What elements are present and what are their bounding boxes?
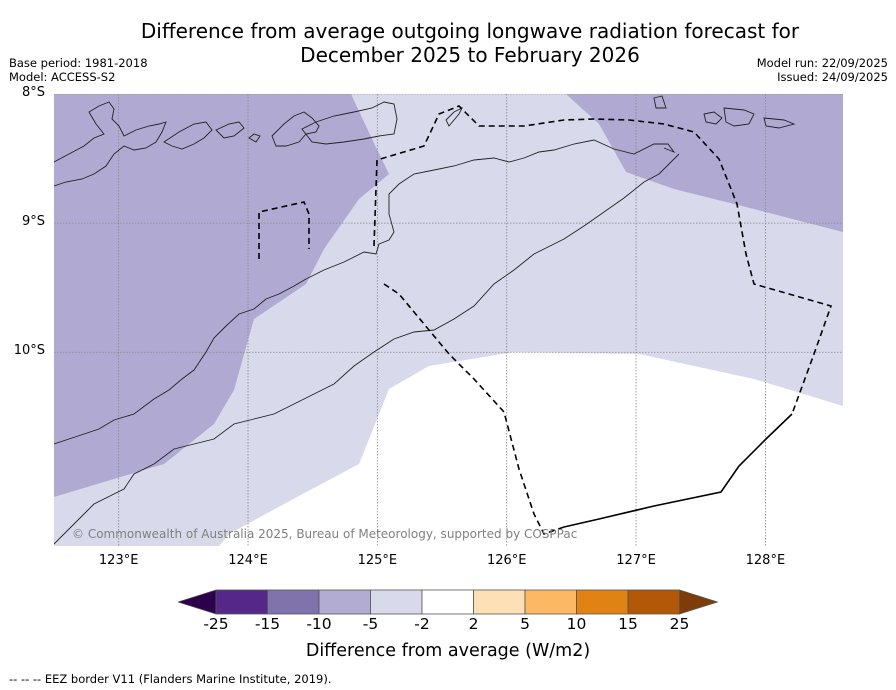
lat-tick-label: 9°S bbox=[21, 214, 45, 230]
lat-tick-label: 10°S bbox=[13, 343, 45, 359]
colorbar bbox=[178, 589, 718, 615]
lon-tick-label: 123°E bbox=[98, 553, 139, 568]
coastline-timor-north bbox=[54, 139, 676, 445]
colorbar-segment bbox=[524, 589, 577, 615]
eez-border-solid bbox=[563, 413, 793, 528]
colorbar-segment bbox=[215, 589, 268, 615]
colorbar-segment bbox=[370, 589, 423, 615]
colorbar-segment bbox=[576, 589, 629, 615]
colorbar-tick-label: 2 bbox=[468, 615, 479, 633]
colorbar-label: Difference from average (W/m2) bbox=[305, 641, 591, 661]
title-line-2: December 2025 to February 2026 bbox=[300, 43, 640, 67]
colorbar-segment bbox=[627, 589, 680, 615]
coastline-atauro bbox=[445, 106, 464, 127]
copyright-notice: © Commonwealth of Australia 2025, Bureau… bbox=[72, 527, 578, 541]
model-name: Model: ACCESS-S2 bbox=[9, 70, 116, 84]
coastlines bbox=[54, 95, 796, 545]
lat-tick-label: 8°S bbox=[21, 85, 45, 100]
eez-borders bbox=[258, 105, 833, 535]
chart-title: Difference from average outgoing longwav… bbox=[0, 19, 896, 67]
colorbar-tick-label: -5 bbox=[362, 615, 379, 633]
coastline-islands-ne bbox=[653, 95, 796, 129]
colorbar-under-arrow bbox=[178, 589, 217, 615]
lon-tick-label: 127°E bbox=[616, 553, 656, 568]
coastline-flores bbox=[54, 101, 167, 187]
colorbar-segment bbox=[421, 589, 474, 615]
model-info: Base period: 1981-2018 Model: ACCESS-S2 bbox=[9, 56, 148, 84]
colorbar-tick-label: -10 bbox=[306, 615, 332, 633]
colorbar-segment bbox=[473, 589, 526, 615]
coastline-wetar bbox=[301, 101, 398, 145]
colorbar-segment bbox=[318, 589, 371, 615]
colorbar-segment bbox=[267, 589, 320, 615]
run-info: Model run: 22/09/2025 Issued: 24/09/2025 bbox=[757, 56, 888, 84]
lon-tick-label: 124°E bbox=[228, 553, 268, 568]
title-line-1: Difference from average outgoing longwav… bbox=[140, 19, 800, 43]
lon-tick-label: 125°E bbox=[357, 553, 398, 568]
colorbar-tick-label: 25 bbox=[669, 615, 690, 633]
lon-tick-label: 128°E bbox=[745, 553, 786, 568]
anomaly-region-nw bbox=[54, 94, 389, 497]
issued-date: Issued: 24/09/2025 bbox=[777, 70, 888, 84]
lon-tick-label: 126°E bbox=[486, 553, 527, 568]
map-plot bbox=[54, 94, 843, 546]
colorbar-tick-label: -15 bbox=[254, 615, 281, 633]
model-run-date: Model run: 22/09/2025 bbox=[756, 56, 888, 70]
colorbar-tick-label: 10 bbox=[566, 615, 587, 633]
colorbar-tick-label: -2 bbox=[414, 615, 430, 633]
colorbar-tick-label: 5 bbox=[520, 615, 530, 633]
coastline-timor-south bbox=[54, 153, 680, 545]
eez-legend-footnote: -- -- -- EEZ border V11 (Flanders Marine… bbox=[9, 672, 332, 686]
coastline-alor bbox=[271, 111, 320, 147]
colorbar-tick-label: -25 bbox=[203, 615, 229, 633]
colorbar-tick-label: 15 bbox=[618, 615, 638, 633]
colorbar-over-arrow bbox=[679, 589, 718, 615]
eez-border-timor-leste bbox=[373, 105, 833, 415]
eez-border-south bbox=[383, 283, 565, 535]
base-period: Base period: 1981-2018 bbox=[9, 56, 148, 70]
coastline-small-islands bbox=[163, 121, 261, 150]
anomaly-region-ne bbox=[566, 94, 843, 232]
eez-border-oecusse bbox=[258, 201, 310, 259]
